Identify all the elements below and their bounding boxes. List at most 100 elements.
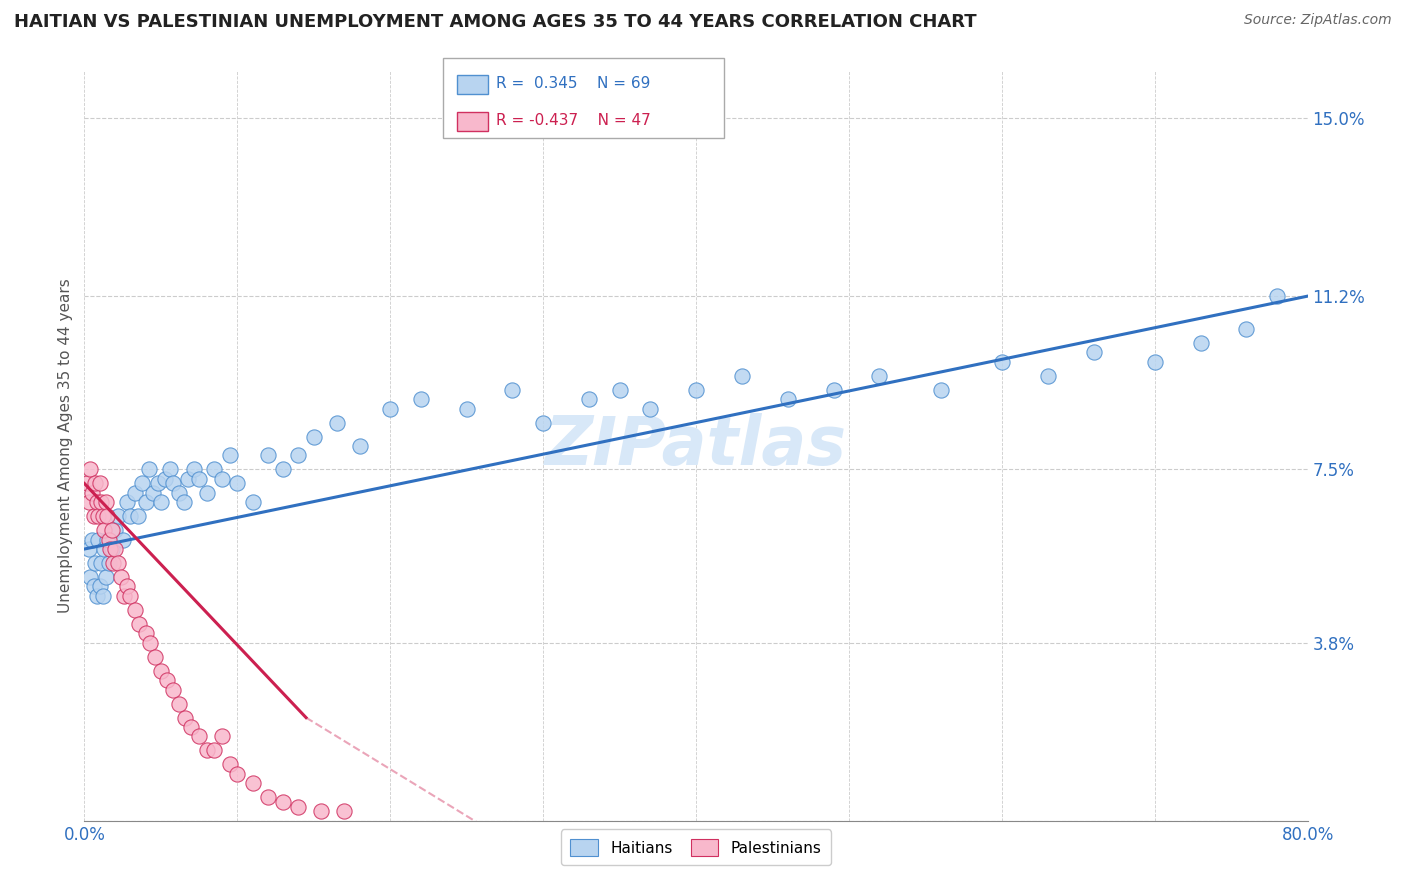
Point [991,355,1014,369]
Point [218,449,240,463]
Point [1236,322,1258,336]
Point [311,805,333,819]
Point [98,541,121,557]
Point [86,495,108,509]
Point [1036,368,1059,383]
Point [76,476,98,491]
Point [162,476,184,491]
Point [96,509,118,524]
Point [139,635,162,649]
Point [135,626,157,640]
Point [86,589,108,603]
Legend: Haitians, Palestinians: Haitians, Palestinians [561,830,831,865]
Point [609,383,631,397]
Point [127,509,149,524]
Point [89,476,111,491]
Point [1189,336,1212,351]
Point [167,697,190,711]
Point [167,485,190,500]
Point [638,401,661,416]
Point [823,383,845,397]
Point [869,368,891,383]
Text: R = -0.437    N = 47: R = -0.437 N = 47 [496,113,651,128]
Point [333,805,356,819]
Point [112,589,135,603]
Point [135,495,157,509]
Point [183,462,205,476]
Point [776,392,799,407]
Point [177,472,200,486]
Point [79,462,101,476]
Point [226,767,249,781]
Point [156,673,179,688]
Y-axis label: Unemployment Among Ages 35 to 44 years: Unemployment Among Ages 35 to 44 years [58,278,73,614]
Text: HAITIAN VS PALESTINIAN UNEMPLOYMENT AMONG AGES 35 TO 44 YEARS CORRELATION CHART: HAITIAN VS PALESTINIAN UNEMPLOYMENT AMON… [14,13,977,31]
Point [104,541,127,557]
Point [162,682,184,697]
Point [202,462,225,476]
Point [138,462,160,476]
Point [94,495,117,509]
Point [380,401,402,416]
Point [180,720,202,734]
Point [90,495,112,509]
Point [143,649,166,664]
Point [94,570,117,584]
Point [287,449,309,463]
Point [79,570,101,584]
Point [257,790,280,805]
Point [91,589,114,603]
Point [115,580,138,594]
Point [159,462,181,476]
Point [149,664,172,678]
Point [103,556,125,570]
Point [218,757,240,772]
Point [124,485,146,500]
Point [131,476,153,491]
Point [110,570,132,584]
Text: Source: ZipAtlas.com: Source: ZipAtlas.com [1244,13,1392,28]
Point [578,392,600,407]
Point [1265,289,1288,303]
Point [83,580,105,594]
Point [271,795,294,809]
Point [93,541,115,557]
Point [91,509,114,524]
Point [146,476,169,491]
Point [271,462,294,476]
Point [211,730,233,744]
Point [107,509,129,524]
Point [142,485,165,500]
Point [115,495,138,509]
Point [120,589,142,603]
Point [1143,355,1166,369]
Point [1083,345,1105,359]
Text: R =  0.345    N = 69: R = 0.345 N = 69 [496,76,651,91]
Point [87,533,110,547]
Point [120,509,142,524]
Point [929,383,952,397]
Point [202,743,225,757]
Point [188,472,211,486]
Point [89,580,111,594]
Point [90,556,112,570]
Point [502,383,524,397]
Point [155,472,177,486]
Point [409,392,432,407]
Point [149,495,172,509]
Point [325,416,347,430]
Point [77,495,100,509]
Point [731,368,754,383]
Point [211,472,233,486]
Point [302,430,325,444]
Point [195,743,218,757]
Point [101,523,124,537]
Point [349,439,371,453]
Point [104,523,127,537]
Point [195,485,218,500]
Point [96,533,118,547]
Point [173,495,195,509]
Text: ZIPatlas: ZIPatlas [546,413,846,479]
Point [83,509,105,524]
Point [101,541,124,557]
